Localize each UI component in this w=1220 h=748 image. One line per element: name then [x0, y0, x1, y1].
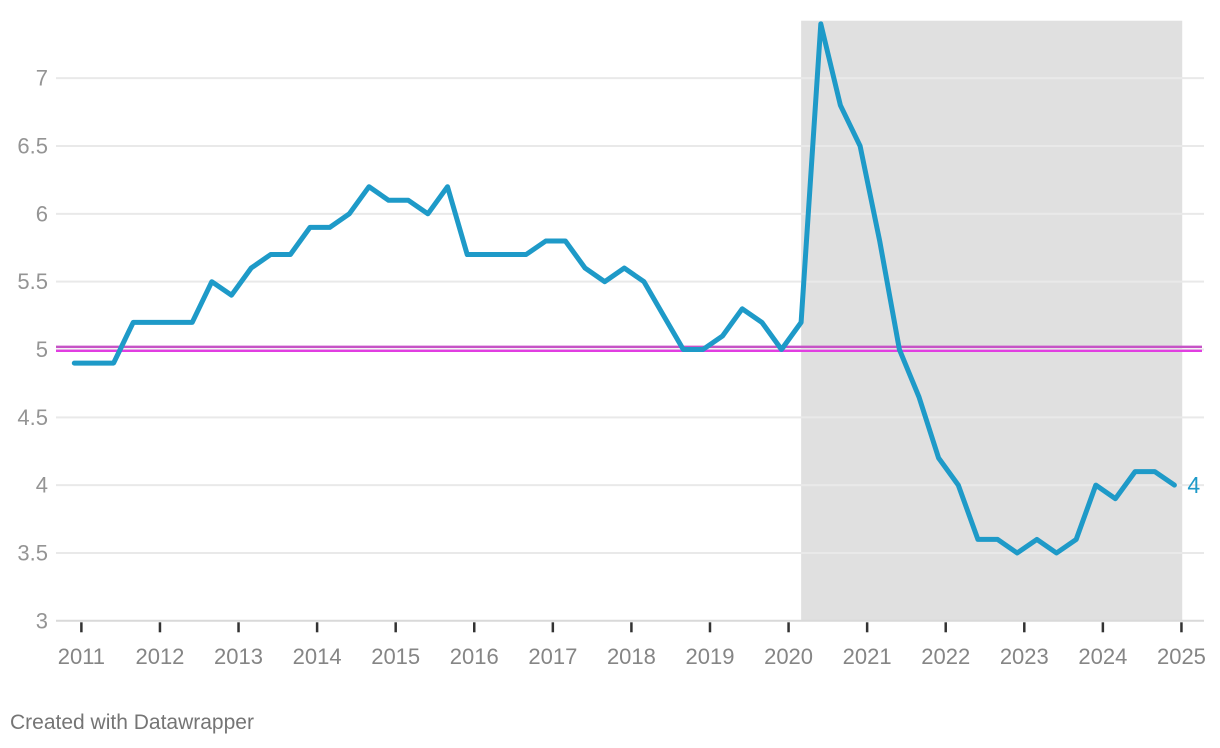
y-tick-label: 4.5: [17, 405, 48, 430]
x-tick-label: 2017: [528, 644, 577, 669]
y-tick-label: 5.5: [17, 269, 48, 294]
y-tick-label: 6.5: [17, 134, 48, 159]
x-tick-label: 2014: [293, 644, 342, 669]
end-value-label: 4: [1187, 472, 1200, 498]
series-line-unemployment-rate: [71, 21, 1177, 556]
y-tick-label: 7: [36, 66, 48, 91]
x-tick-label: 2018: [607, 644, 656, 669]
x-tick-label: 2013: [214, 644, 263, 669]
highlight-range: [801, 20, 1183, 620]
x-tick-label: 2016: [450, 644, 499, 669]
x-tick-label: 2023: [1000, 644, 1049, 669]
x-tick-label: 2025: [1157, 644, 1206, 669]
x-tick-label: 2019: [686, 644, 735, 669]
y-tick-label: 5: [36, 337, 48, 362]
x-tick-label: 2012: [135, 644, 184, 669]
x-tick-label: 2020: [764, 644, 813, 669]
x-tick-label: 2021: [843, 644, 892, 669]
y-tick-label: 6: [36, 201, 48, 226]
x-tick-label: 2015: [371, 644, 420, 669]
datawrapper-attribution: Created with Datawrapper: [10, 711, 254, 734]
x-tick-label: 2022: [921, 644, 970, 669]
x-tick-label: 2024: [1078, 644, 1127, 669]
y-tick-label: 4: [36, 473, 48, 498]
y-tick-label: 3.5: [17, 540, 48, 565]
x-tick-label: 2011: [58, 644, 105, 669]
y-tick-label: 3: [36, 608, 48, 633]
